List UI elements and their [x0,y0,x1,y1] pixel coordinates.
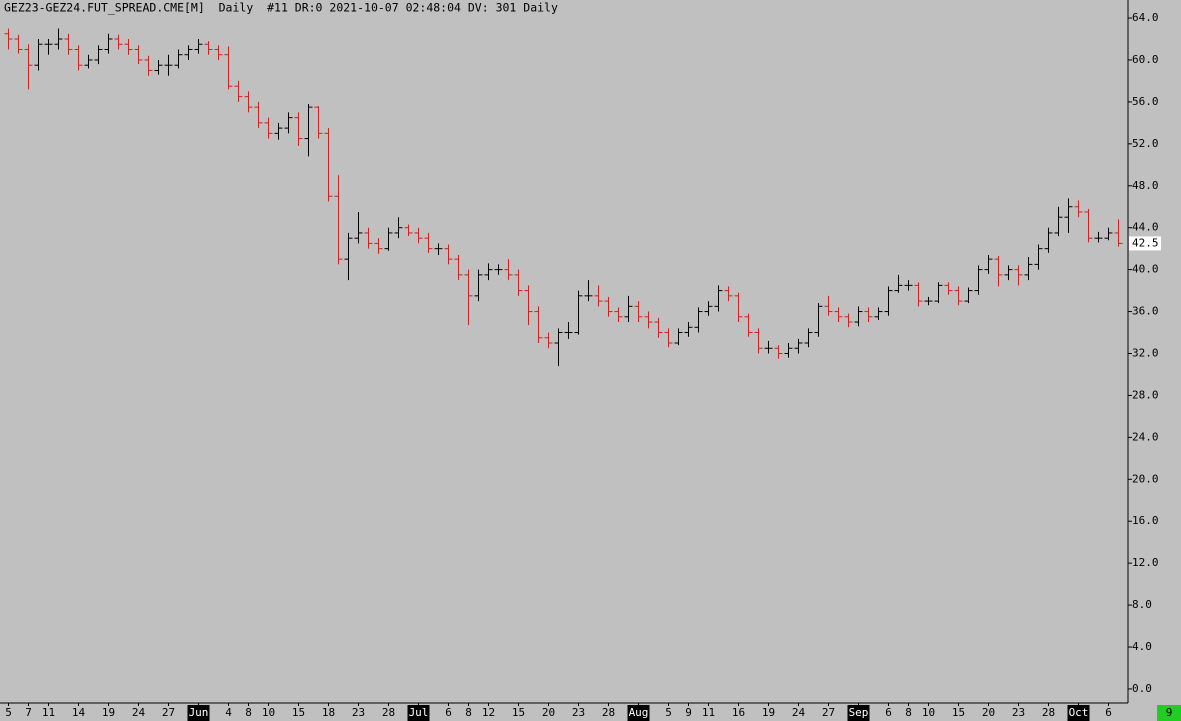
x-tick-label: 8 [905,706,912,719]
x-tick-label: 23 [352,706,365,719]
x-tick-label: Jun [189,706,209,719]
x-tick-label: 15 [512,706,525,719]
x-tick-label: 11 [702,706,715,719]
y-tick-label: 40.0 [1132,263,1159,276]
x-tick-label: 16 [732,706,745,719]
x-tick-label: 4 [225,706,232,719]
x-tick-label: 28 [382,706,395,719]
x-tick-label: 12 [482,706,495,719]
month-label-box [187,705,210,721]
y-tick-label: 64.0 [1132,11,1159,24]
x-tick-label: 6 [445,706,452,719]
y-tick-label: 4.0 [1132,640,1152,653]
x-tick-label: Aug [629,706,649,719]
x-tick-label: 28 [1042,706,1055,719]
x-tick-label: 15 [292,706,305,719]
x-tick-label: 20 [982,706,995,719]
y-tick-label: 44.0 [1132,221,1159,234]
y-tick-label: 36.0 [1132,305,1159,318]
badge: 9 [1166,706,1173,719]
x-tick-label: 7 [25,706,32,719]
x-tick-label: 10 [922,706,935,719]
y-tick-label: 60.0 [1132,53,1159,66]
y-tick-label: 56.0 [1132,95,1159,108]
x-tick-label: 23 [1012,706,1025,719]
x-tick-label: 5 [665,706,672,719]
x-tick-label: 8 [465,706,472,719]
x-tick-label: 18 [322,706,335,719]
y-tick-label: 8.0 [1132,598,1152,611]
x-tick-label: Oct [1069,706,1089,719]
x-tick-label: 24 [792,706,806,719]
y-tick-label: 32.0 [1132,346,1159,359]
x-tick-label: 8 [245,706,252,719]
x-tick-label: Jul [409,706,429,719]
x-tick-label: 10 [262,706,275,719]
x-tick-label: 20 [542,706,555,719]
chart-title: GEZ23-GEZ24.FUT_SPREAD.CME[M] Daily #11 … [4,1,558,15]
last-price-label: 42.5 [1132,236,1159,249]
badge-box [1157,705,1181,721]
x-tick-label: 6 [885,706,892,719]
last-price-box [1129,236,1161,251]
x-tick-label: 27 [162,706,175,719]
y-tick-label: 12.0 [1132,556,1159,569]
y-tick-label: 48.0 [1132,179,1159,192]
x-tick-label: 15 [952,706,965,719]
y-tick-label: 20.0 [1132,472,1159,485]
x-tick-label: 14 [72,706,86,719]
x-tick-label: 19 [102,706,115,719]
y-tick-label: 28.0 [1132,388,1159,401]
x-tick-label: 6 [1105,706,1112,719]
month-label-box [627,705,650,721]
x-tick-label: 28 [602,706,615,719]
x-tick-label: Sep [849,706,869,719]
x-tick-label: 27 [822,706,835,719]
x-tick-label: 9 [685,706,692,719]
month-label-box [1067,705,1090,721]
y-tick-label: 16.0 [1132,514,1159,527]
y-tick-label: 24.0 [1132,430,1159,443]
month-label-box [847,705,870,721]
x-tick-label: 5 [5,706,12,719]
y-tick-label: 52.0 [1132,137,1159,150]
month-label-box [407,705,430,721]
x-tick-label: 11 [42,706,55,719]
x-tick-label: 19 [762,706,775,719]
x-tick-label: 24 [132,706,146,719]
y-tick-label: 0.0 [1132,682,1152,695]
x-tick-label: 23 [572,706,585,719]
